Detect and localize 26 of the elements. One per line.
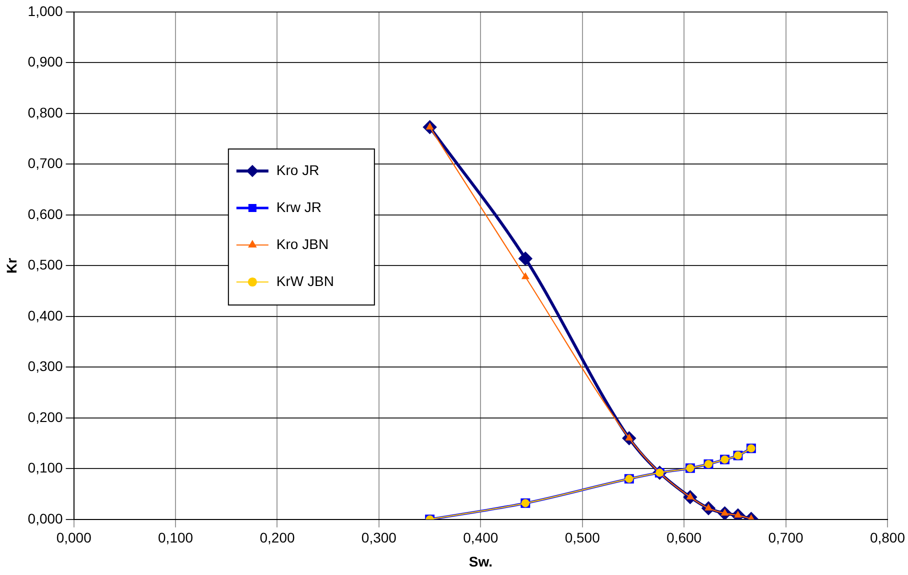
y-tick-label: 0,000 xyxy=(28,510,64,526)
legend-label: Kro JR xyxy=(276,162,320,178)
x-tick-label: 0,100 xyxy=(158,530,194,546)
y-tick-label: 0,800 xyxy=(28,104,64,120)
x-tick-label: 0,400 xyxy=(463,530,498,546)
x-tick-label: 0,500 xyxy=(564,530,600,546)
y-tick-label: 0,900 xyxy=(28,54,64,70)
legend-label: Kro JBN xyxy=(276,236,329,252)
x-tick-label: 0,200 xyxy=(260,530,295,546)
x-tick-label: 0,300 xyxy=(361,530,397,546)
y-tick-label: 0,200 xyxy=(28,408,64,425)
y-tick-label: 0,100 xyxy=(28,460,64,476)
x-axis-title: Sw. xyxy=(468,553,492,570)
legend-label: Krw JR xyxy=(276,198,322,215)
x-tick-label: 0,800 xyxy=(870,530,906,546)
y-tick-label: 1,000 xyxy=(28,2,64,19)
y-tick-label: 0,300 xyxy=(28,358,64,374)
y-tick-label: 0,500 xyxy=(28,256,64,273)
x-tick-label: 0,600 xyxy=(666,530,702,546)
x-tick-label: 0,000 xyxy=(56,530,92,546)
legend-label: KrW JBN xyxy=(276,272,334,289)
y-tick-label: 0,700 xyxy=(28,155,64,172)
y-tick-label: 0,600 xyxy=(28,206,64,222)
y-axis-title: Kr xyxy=(3,257,20,274)
x-tick-label: 0,700 xyxy=(768,530,804,546)
y-tick-label: 0,400 xyxy=(28,307,64,324)
